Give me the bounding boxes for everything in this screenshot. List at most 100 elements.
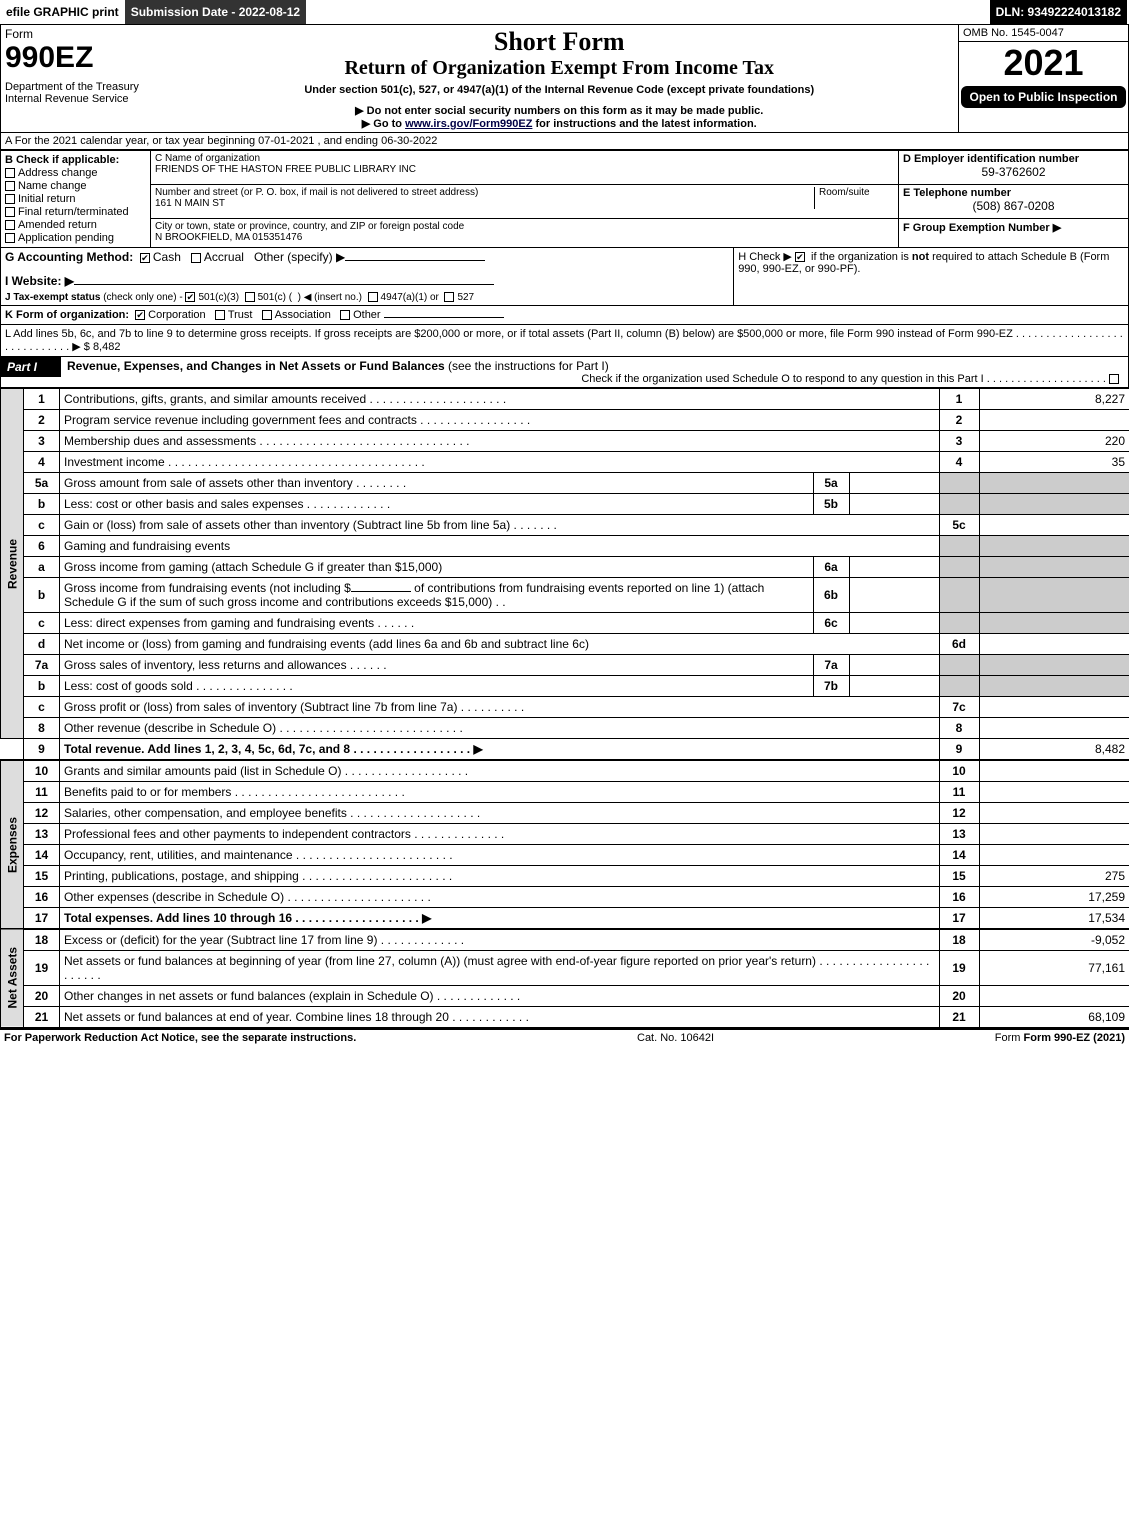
net-assets-label: Net Assets bbox=[1, 929, 24, 1028]
expenses-label: Expenses bbox=[1, 760, 24, 929]
line-16-value: 17,259 bbox=[979, 887, 1129, 908]
section-h: H Check ▶ if the organization is not req… bbox=[734, 248, 1129, 306]
instr-line2: ▶ Do not enter social security numbers o… bbox=[165, 104, 955, 117]
line-7c-value bbox=[979, 697, 1129, 718]
line-18-value: -9,052 bbox=[979, 929, 1129, 951]
check-trust[interactable] bbox=[215, 310, 225, 320]
check-accrual[interactable] bbox=[191, 253, 201, 263]
section-c-street: Number and street (or P. O. box, if mail… bbox=[151, 184, 899, 218]
check-cash[interactable] bbox=[140, 253, 150, 263]
instr-line3-post: for instructions and the latest informat… bbox=[532, 118, 756, 130]
check-association[interactable] bbox=[262, 310, 272, 320]
title-cell: Short Form Return of Organization Exempt… bbox=[161, 25, 959, 133]
check-501c[interactable] bbox=[245, 292, 255, 302]
phone-value: (508) 867-0208 bbox=[903, 199, 1124, 213]
line-6d-value bbox=[979, 634, 1129, 655]
section-d: D Employer identification number 59-3762… bbox=[899, 151, 1129, 185]
section-a: A For the 2021 calendar year, or tax yea… bbox=[0, 133, 1129, 150]
check-other-org[interactable] bbox=[340, 310, 350, 320]
line-9-value: 8,482 bbox=[979, 739, 1129, 761]
i-label: I Website: ▶ bbox=[5, 274, 74, 288]
form-number: 990EZ bbox=[5, 41, 157, 75]
footer: For Paperwork Reduction Act Notice, see … bbox=[0, 1028, 1129, 1046]
section-k: K Form of organization: Corporation Trus… bbox=[0, 306, 1129, 325]
check-527[interactable] bbox=[444, 292, 454, 302]
sections-g-h: G Accounting Method: Cash Accrual Other … bbox=[0, 248, 1129, 306]
line-17-value: 17,534 bbox=[979, 908, 1129, 930]
line-3-value: 220 bbox=[979, 431, 1129, 452]
check-501c3[interactable] bbox=[185, 292, 195, 302]
check-4947[interactable] bbox=[368, 292, 378, 302]
e-label: E Telephone number bbox=[903, 187, 1124, 199]
omb-number: OMB No. 1545-0047 bbox=[959, 25, 1128, 42]
check-amended-return[interactable]: Amended return bbox=[5, 219, 146, 231]
line-8-value bbox=[979, 718, 1129, 739]
form-ref: Form Form 990-EZ (2021) bbox=[995, 1032, 1125, 1044]
section-e: E Telephone number (508) 867-0208 bbox=[899, 184, 1129, 218]
title-line2: Return of Organization Exempt From Incom… bbox=[165, 57, 955, 80]
cat-no: Cat. No. 10642I bbox=[637, 1032, 714, 1044]
top-spacer bbox=[308, 0, 989, 24]
top-bar: efile GRAPHIC print Submission Date - 20… bbox=[0, 0, 1129, 24]
street-value: 161 N MAIN ST bbox=[155, 198, 814, 209]
instr-line1: Under section 501(c), 527, or 4947(a)(1)… bbox=[165, 84, 955, 96]
open-public-inspection: Open to Public Inspection bbox=[961, 86, 1126, 108]
line-4-value: 35 bbox=[979, 452, 1129, 473]
check-corporation[interactable] bbox=[135, 310, 145, 320]
section-c-city: City or town, state or province, country… bbox=[151, 218, 899, 247]
section-l: L Add lines 5b, 6c, and 7b to line 9 to … bbox=[0, 325, 1129, 357]
section-b-label: B Check if applicable: bbox=[5, 154, 146, 166]
revenue-label: Revenue bbox=[1, 389, 24, 739]
k-label: K Form of organization: bbox=[5, 309, 129, 321]
check-final-return[interactable]: Final return/terminated bbox=[5, 206, 146, 218]
part1-header: Part I Revenue, Expenses, and Changes in… bbox=[0, 357, 1129, 388]
line-15-value: 275 bbox=[979, 866, 1129, 887]
efile-graphic-print[interactable]: efile GRAPHIC print bbox=[0, 0, 125, 24]
lines-table: Revenue 1 Contributions, gifts, grants, … bbox=[0, 388, 1129, 1028]
line-10-value bbox=[979, 760, 1129, 782]
right-header-cell: OMB No. 1545-0047 2021 Open to Public In… bbox=[959, 25, 1129, 133]
city-value: N BROOKFIELD, MA 015351476 bbox=[155, 232, 894, 243]
check-initial-return[interactable]: Initial return bbox=[5, 193, 146, 205]
dept-treasury: Department of the Treasury bbox=[5, 81, 157, 93]
line-1-value: 8,227 bbox=[979, 389, 1129, 410]
line-2-value bbox=[979, 410, 1129, 431]
ein-value: 59-3762602 bbox=[903, 165, 1124, 179]
section-b: B Check if applicable: Address change Na… bbox=[1, 151, 151, 248]
form-cell: Form 990EZ Department of the Treasury In… bbox=[1, 25, 161, 133]
line-21-value: 68,109 bbox=[979, 1007, 1129, 1028]
section-g: G Accounting Method: Cash Accrual Other … bbox=[1, 248, 734, 306]
part1-title: Revenue, Expenses, and Changes in Net As… bbox=[67, 359, 445, 373]
check-name-change[interactable]: Name change bbox=[5, 180, 146, 192]
section-c-name: C Name of organization FRIENDS OF THE HA… bbox=[151, 151, 899, 185]
check-address-change[interactable]: Address change bbox=[5, 167, 146, 179]
room-suite-label: Room/suite bbox=[814, 187, 894, 209]
part1-badge: Part I bbox=[1, 357, 61, 377]
j-label: J Tax-exempt status bbox=[5, 292, 103, 303]
street-label: Number and street (or P. O. box, if mail… bbox=[155, 187, 814, 198]
dln: DLN: 93492224013182 bbox=[990, 0, 1129, 24]
c-name-label: C Name of organization bbox=[155, 153, 894, 164]
irs-form-link[interactable]: www.irs.gov/Form990EZ bbox=[405, 118, 532, 130]
pra-notice: For Paperwork Reduction Act Notice, see … bbox=[4, 1032, 356, 1044]
sections-b-f: B Check if applicable: Address change Na… bbox=[0, 150, 1129, 248]
d-label: D Employer identification number bbox=[903, 153, 1124, 165]
check-application-pending[interactable]: Application pending bbox=[5, 232, 146, 244]
line-5c-value bbox=[979, 515, 1129, 536]
check-schedule-o-part1[interactable] bbox=[1109, 374, 1119, 384]
title-line1: Short Form bbox=[165, 27, 955, 57]
submission-date: Submission Date - 2022-08-12 bbox=[125, 0, 308, 24]
line-19-value: 77,161 bbox=[979, 951, 1129, 986]
form-word: Form bbox=[5, 27, 33, 41]
f-label: F Group Exemption Number ▶ bbox=[903, 221, 1124, 234]
city-label: City or town, state or province, country… bbox=[155, 221, 894, 232]
header-table: Form 990EZ Department of the Treasury In… bbox=[0, 24, 1129, 133]
tax-year: 2021 bbox=[959, 42, 1128, 84]
part1-check-text: Check if the organization used Schedule … bbox=[581, 373, 1109, 385]
g-label: G Accounting Method: bbox=[5, 250, 133, 264]
irs-label: Internal Revenue Service bbox=[5, 93, 157, 105]
gross-receipts-value: 8,482 bbox=[93, 341, 121, 353]
check-schedule-b[interactable] bbox=[795, 252, 805, 262]
org-name: FRIENDS OF THE HASTON FREE PUBLIC LIBRAR… bbox=[155, 164, 894, 175]
instr-line3: ▶ Go to www.irs.gov/Form990EZ for instru… bbox=[165, 117, 955, 130]
